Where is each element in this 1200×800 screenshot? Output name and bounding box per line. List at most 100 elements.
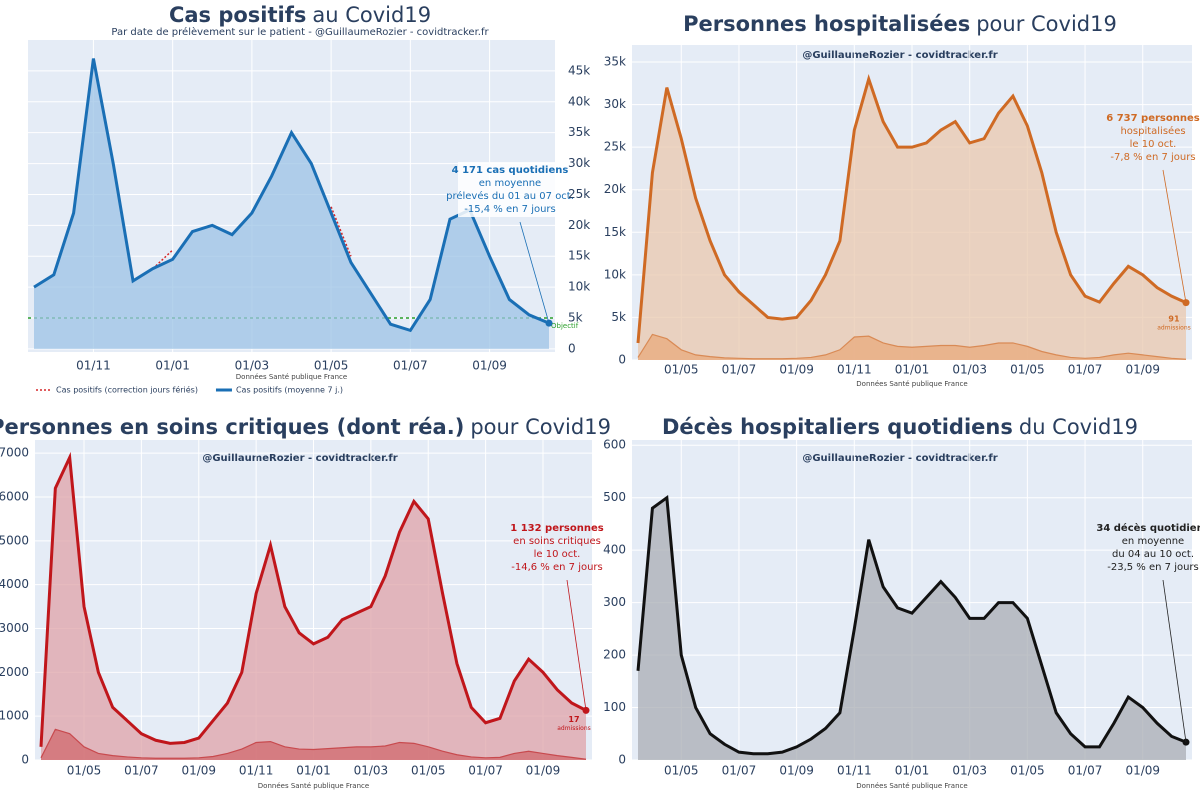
area [638, 79, 1186, 361]
y-tick-label: 7000 [0, 446, 29, 460]
title-bold: Personnes hospitalisées [683, 12, 970, 36]
annotation-leader [1162, 169, 1187, 303]
subtitle: @GuillaumeRozier - covidtracker.fr [802, 453, 997, 464]
annotation-line: le 10 oct. [1130, 139, 1177, 150]
annotation-line: du 04 au 10 oct. [1112, 549, 1194, 560]
y-tick-label: 1000 [0, 709, 29, 723]
x-tick-label: 01/11 [239, 764, 274, 778]
small-annotation: admissions [1157, 325, 1191, 332]
title-bold: Décès hospitaliers quotidiens [662, 415, 1013, 439]
title-bold: Personnes en soins critiques (dont réa.) [0, 415, 464, 439]
x-tick-label: 01/09 [526, 764, 561, 778]
small-annotation: 91 [1168, 315, 1180, 324]
x-tick-label: 01/07 [722, 764, 757, 778]
x-tick-label: 01/05 [411, 764, 446, 778]
annotation-line: -14,6 % en 7 jours [511, 562, 603, 573]
area [34, 58, 549, 349]
y-tick-label: 35k [604, 55, 626, 69]
title-rest: pour Covid19 [470, 415, 611, 439]
annotation-line: hospitalisées [1120, 125, 1185, 137]
annotation-line: -15,4 % en 7 jours [464, 204, 556, 215]
y-tick-label: 4000 [0, 577, 29, 591]
title-rest: au Covid19 [312, 3, 431, 27]
small-annotation: admissions [557, 725, 591, 732]
y-tick-label: 5000 [0, 533, 29, 547]
x-tick-label: 01/09 [779, 764, 814, 778]
annotation-box [458, 162, 562, 217]
x-tick-label: 01/11 [837, 363, 872, 377]
annotation-leader [566, 579, 587, 711]
x-tick-label: 01/05 [67, 764, 102, 778]
y-tick-label: 10k [604, 267, 626, 281]
reference-label: Objectif [551, 322, 579, 330]
x-tick-label: 01/09 [472, 359, 507, 373]
title-rest: pour Covid19 [976, 12, 1117, 36]
y-tick-label: 100 [603, 700, 626, 714]
x-tick-label: 01/07 [722, 363, 757, 377]
legend-label: Cas positifs (moyenne 7 j.) [236, 386, 343, 395]
y-tick-label: 500 [603, 490, 626, 504]
y-tick-label: 40k [568, 94, 590, 108]
y-tick-label: 400 [603, 543, 626, 557]
x-tick-label: 01/09 [1125, 363, 1160, 377]
subtitle: Par date de prélèvement sur le patient -… [111, 26, 489, 38]
series-line [637, 333, 1187, 360]
subtitle: @GuillaumeRozier - covidtracker.fr [802, 50, 997, 61]
annotation-leader [519, 221, 550, 324]
chart-title: Décès hospitaliers quotidiens du Covid19 [662, 415, 1138, 439]
y-tick-label: 0 [568, 341, 576, 355]
series-line [636, 494, 1187, 756]
x-tick-label: 01/05 [1010, 764, 1045, 778]
legend-label: Cas positifs (correction jours fériés) [56, 385, 198, 395]
y-tick-label: 3000 [0, 621, 29, 635]
x-tick-label: 01/05 [664, 764, 699, 778]
annotation-line: -23,5 % en 7 jours [1107, 562, 1199, 573]
source: Données Santé publique France [236, 373, 347, 381]
subtitle: @GuillaumeRozier - covidtracker.fr [202, 453, 397, 464]
x-tick-label: 01/01 [895, 764, 930, 778]
x-tick-label: 01/05 [664, 363, 699, 377]
annotation-line: en moyenne [479, 178, 541, 189]
x-tick-label: 01/05 [1010, 363, 1045, 377]
x-tick-label: 01/09 [779, 363, 814, 377]
annotation-line: -7,8 % en 7 jours [1110, 152, 1195, 163]
source: Données Santé publique France [856, 782, 967, 790]
x-tick-label: 01/05 [314, 359, 349, 373]
chart-title: Cas positifs au Covid19 [169, 3, 431, 27]
title-bold: Cas positifs [169, 3, 306, 27]
series-line [39, 451, 587, 747]
annotation-line: le 10 oct. [534, 549, 581, 560]
y-tick-label: 20k [568, 218, 590, 232]
source: Données Santé publique France [856, 380, 967, 388]
series-line [636, 73, 1187, 344]
y-tick-label: 10k [568, 280, 590, 294]
x-tick-label: 01/07 [393, 359, 428, 373]
small-annotation: 17 [568, 715, 579, 724]
x-tick-label: 01/03 [354, 764, 389, 778]
x-tick-label: 01/09 [181, 764, 216, 778]
y-tick-label: 35k [568, 125, 590, 139]
y-tick-label: 5k [568, 311, 583, 325]
y-tick-label: 0 [618, 753, 626, 767]
x-tick-label: 01/03 [952, 764, 987, 778]
y-tick-label: 200 [603, 648, 626, 662]
x-tick-label: 01/03 [952, 363, 987, 377]
x-tick-label: 01/01 [296, 764, 331, 778]
y-tick-label: 15k [568, 249, 590, 263]
x-tick-label: 01/09 [1125, 764, 1160, 778]
x-tick-label: 01/07 [1068, 764, 1103, 778]
y-tick-label: 30k [604, 97, 626, 111]
area [41, 729, 586, 760]
y-tick-label: 45k [568, 63, 590, 77]
x-tick-label: 01/11 [837, 764, 872, 778]
y-tick-label: 25k [604, 140, 626, 154]
y-tick-label: 6000 [0, 489, 29, 503]
annotation-line: 6 737 personnes [1106, 113, 1200, 124]
y-tick-label: 0 [618, 353, 626, 367]
annotation-line: en soins critiques [513, 536, 601, 547]
y-tick-label: 20k [604, 182, 626, 196]
y-tick-label: 300 [603, 595, 626, 609]
y-tick-label: 5k [611, 310, 626, 324]
annotation-line: 34 décès quotidiens [1096, 522, 1200, 534]
